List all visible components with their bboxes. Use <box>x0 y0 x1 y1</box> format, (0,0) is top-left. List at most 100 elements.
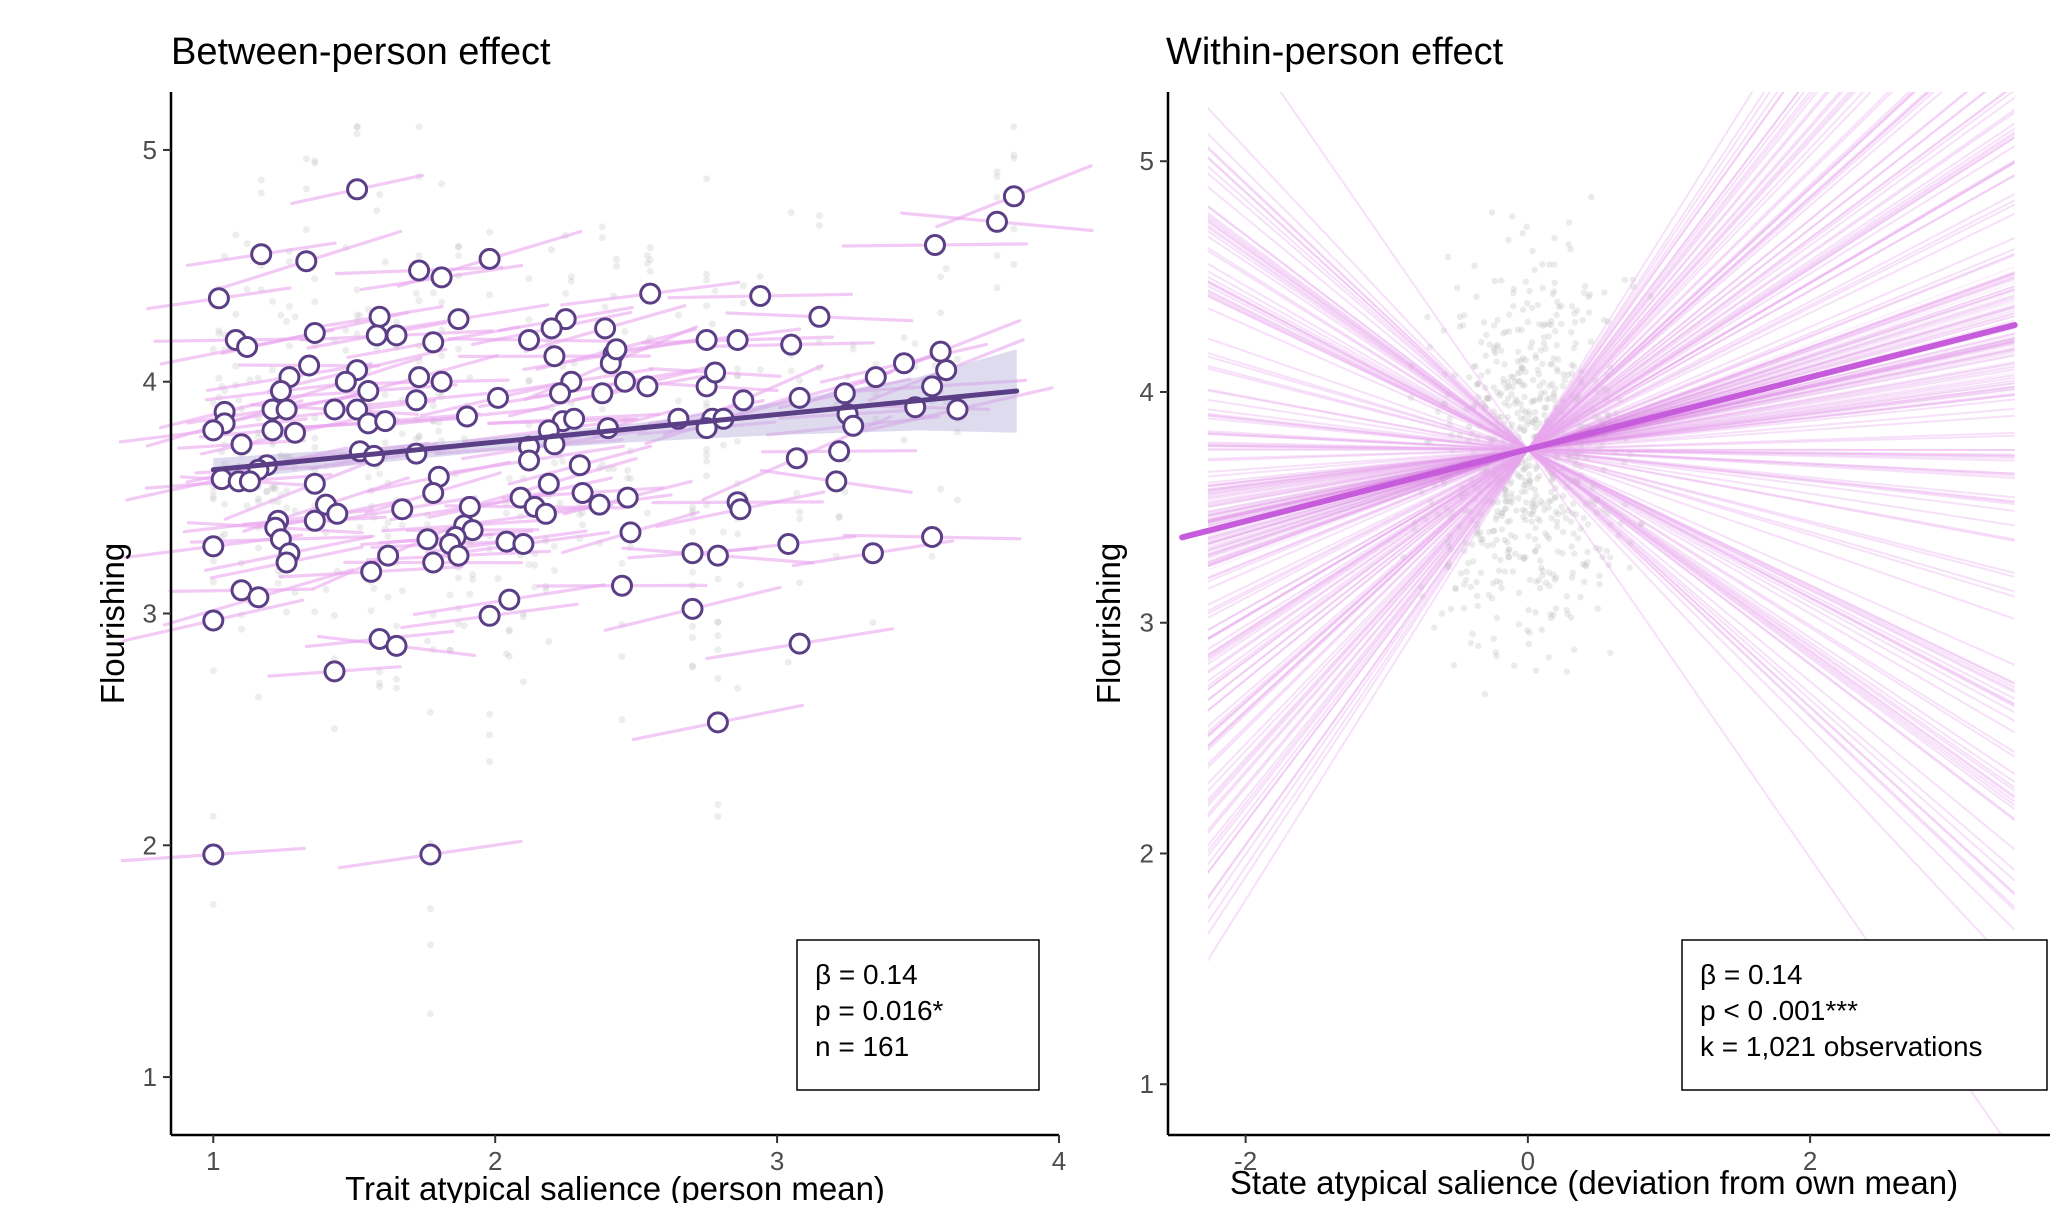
raw-point <box>1580 317 1586 323</box>
raw-point <box>1518 474 1524 480</box>
raw-point <box>1551 280 1557 286</box>
raw-point <box>720 442 727 449</box>
raw-point <box>757 273 764 280</box>
person-mean-point <box>570 456 589 475</box>
raw-point <box>526 377 533 384</box>
raw-point <box>399 587 406 594</box>
raw-point <box>1587 291 1593 297</box>
raw-point <box>1492 553 1498 559</box>
person-mean-point <box>286 423 305 442</box>
raw-point <box>277 312 284 319</box>
raw-point <box>1581 290 1587 296</box>
person-mean-point <box>424 553 443 572</box>
raw-point <box>1568 519 1574 525</box>
raw-point <box>1486 592 1492 598</box>
person-mean-point <box>449 546 468 565</box>
raw-point <box>382 259 389 266</box>
raw-point <box>1533 578 1539 584</box>
raw-point <box>1596 573 1602 579</box>
stats-line: n = 161 <box>815 1031 909 1062</box>
raw-point <box>486 758 493 765</box>
raw-point <box>1570 570 1576 576</box>
raw-point <box>303 226 310 233</box>
raw-point <box>427 905 434 912</box>
person-mean-point <box>948 400 967 419</box>
raw-point <box>1461 312 1467 318</box>
raw-point <box>1499 526 1505 532</box>
raw-point <box>331 725 338 732</box>
raw-point <box>1535 516 1541 522</box>
person-mean-point <box>387 326 406 345</box>
raw-point <box>1516 590 1522 596</box>
raw-point <box>1601 289 1607 295</box>
raw-point <box>286 303 293 310</box>
raw-point <box>1463 569 1469 575</box>
raw-point <box>734 685 741 692</box>
raw-point <box>1583 563 1589 569</box>
raw-point <box>368 607 375 614</box>
raw-point <box>901 437 908 444</box>
raw-point <box>644 252 651 259</box>
raw-point <box>526 316 533 323</box>
raw-point <box>283 318 290 325</box>
raw-point <box>1500 330 1506 336</box>
chart-title: Between-person effect <box>171 31 551 73</box>
raw-point <box>559 458 566 465</box>
raw-point <box>1508 373 1514 379</box>
person-mean-point <box>1004 187 1023 206</box>
raw-point <box>1549 361 1555 367</box>
raw-point <box>703 302 710 309</box>
raw-point <box>1560 371 1566 377</box>
y-tick-label: 2 <box>143 830 157 860</box>
person-mean-point <box>271 382 290 401</box>
raw-point <box>292 313 299 320</box>
person-mean-point <box>787 449 806 468</box>
raw-point <box>1539 261 1545 267</box>
raw-point <box>1550 391 1556 397</box>
raw-point <box>1505 395 1511 401</box>
raw-point <box>1445 254 1451 260</box>
raw-point <box>740 299 747 306</box>
raw-point <box>1502 492 1508 498</box>
raw-point <box>413 290 420 297</box>
raw-point <box>526 275 533 282</box>
person-mean-point <box>545 347 564 366</box>
stats-line: β = 0.14 <box>1700 959 1803 990</box>
raw-point <box>269 367 276 374</box>
raw-point <box>545 638 552 645</box>
raw-point <box>734 531 741 538</box>
raw-point <box>232 363 239 370</box>
raw-point <box>579 521 586 528</box>
raw-point <box>438 299 445 306</box>
raw-point <box>1532 548 1538 554</box>
raw-point <box>1520 230 1526 236</box>
person-mean-point <box>209 289 228 308</box>
person-mean-point <box>590 495 609 514</box>
y-axis-label: Flourishing <box>94 543 131 704</box>
y-tick-label: 3 <box>143 599 157 629</box>
raw-point <box>221 501 228 508</box>
person-mean-point <box>866 368 885 387</box>
raw-point <box>469 571 476 578</box>
person-mean-point <box>615 372 634 391</box>
person-mean-point <box>424 484 443 503</box>
raw-point <box>1499 513 1505 519</box>
raw-point <box>1010 123 1017 130</box>
raw-point <box>1491 528 1497 534</box>
y-tick-label: 5 <box>1140 146 1154 176</box>
raw-point <box>1553 312 1559 318</box>
raw-point <box>1510 290 1516 296</box>
raw-point <box>551 459 558 466</box>
person-mean-point <box>790 634 809 653</box>
raw-point <box>455 252 462 259</box>
person-mean-point <box>232 435 251 454</box>
raw-point <box>416 297 423 304</box>
raw-point <box>210 667 217 674</box>
raw-point <box>1582 283 1588 289</box>
raw-point <box>486 711 493 718</box>
raw-point <box>1468 584 1474 590</box>
raw-point <box>1541 507 1547 513</box>
person-slope-line <box>1175 214 2015 621</box>
raw-point <box>1541 334 1547 340</box>
raw-point <box>1527 478 1533 484</box>
